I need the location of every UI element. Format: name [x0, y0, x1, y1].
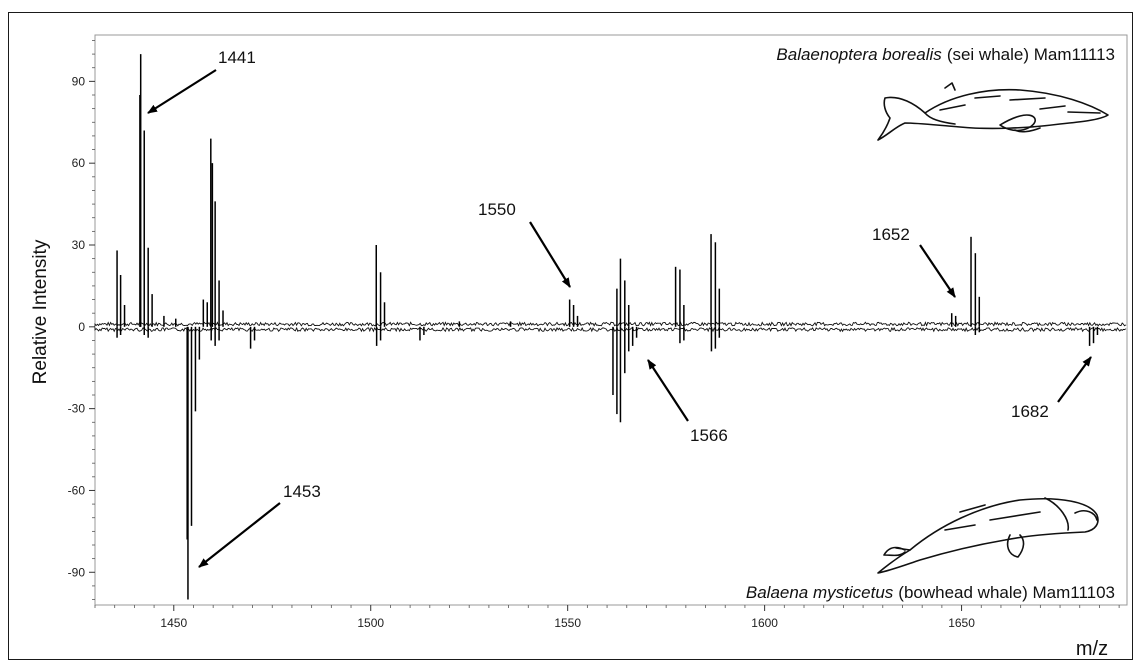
x-tick-label: 1650 — [948, 616, 975, 630]
annotation-arrow — [919, 244, 956, 298]
x-tick-label: 1450 — [160, 616, 187, 630]
y-tick-label: -30 — [68, 402, 86, 416]
x-tick-label: 1550 — [554, 616, 581, 630]
annotation-arrow — [529, 221, 571, 288]
annotation-arrow — [1057, 356, 1092, 403]
sei-whale-icon — [877, 82, 1109, 141]
baseline-noise-top — [94, 321, 1127, 327]
annotation-label: 1566 — [690, 426, 728, 445]
annotation-label: 1682 — [1011, 402, 1049, 421]
annotation-arrow — [147, 69, 217, 114]
y-tick-label: 60 — [72, 156, 86, 170]
bottom-species-rest: (bowhead whale) Mam11103 — [898, 583, 1115, 602]
x-tick-label: 1500 — [357, 616, 384, 630]
bowhead-whale-icon — [877, 497, 1099, 574]
annotation-arrow — [647, 359, 689, 422]
annotation-label: 1441 — [218, 48, 256, 67]
baseline-noise-bottom — [94, 326, 1127, 333]
x-axis-label: m/z — [1076, 638, 1108, 660]
y-tick-label: 90 — [72, 74, 86, 88]
figure-frame — [8, 12, 1133, 660]
annotation-label: 1550 — [478, 200, 516, 219]
annotations-layer: 1441 1453 1550 1566 1652 1682 — [147, 48, 1092, 568]
x-tick-label: 1600 — [751, 616, 778, 630]
y-tick-label: 0 — [78, 320, 85, 334]
annotation-arrow — [198, 502, 281, 568]
y-tick-label: 30 — [72, 238, 86, 252]
bottom-species-label: Balaena mysticetus (bowhead whale) Mam111… — [746, 583, 1115, 602]
y-tick-label: -60 — [68, 483, 86, 497]
y-tick-label: -90 — [68, 565, 86, 579]
y-axis-label: Relative Intensity — [30, 239, 51, 384]
top-species-binomial: Balaenoptera borealis — [776, 45, 942, 64]
peaks-layer — [94, 54, 1127, 600]
top-species-label: Balaenoptera borealis (sei whale) Mam1111… — [776, 45, 1115, 64]
bottom-species-binomial: Balaena mysticetus — [746, 583, 894, 602]
plot-area — [94, 34, 1128, 606]
annotation-label: 1453 — [283, 482, 321, 501]
axes: 90 60 30 0 -30 -60 -90 1450 1500 1550 1600 1650 — [68, 40, 1120, 630]
top-species-rest: (sei whale) Mam11113 — [947, 45, 1115, 64]
annotation-label: 1652 — [872, 225, 910, 244]
